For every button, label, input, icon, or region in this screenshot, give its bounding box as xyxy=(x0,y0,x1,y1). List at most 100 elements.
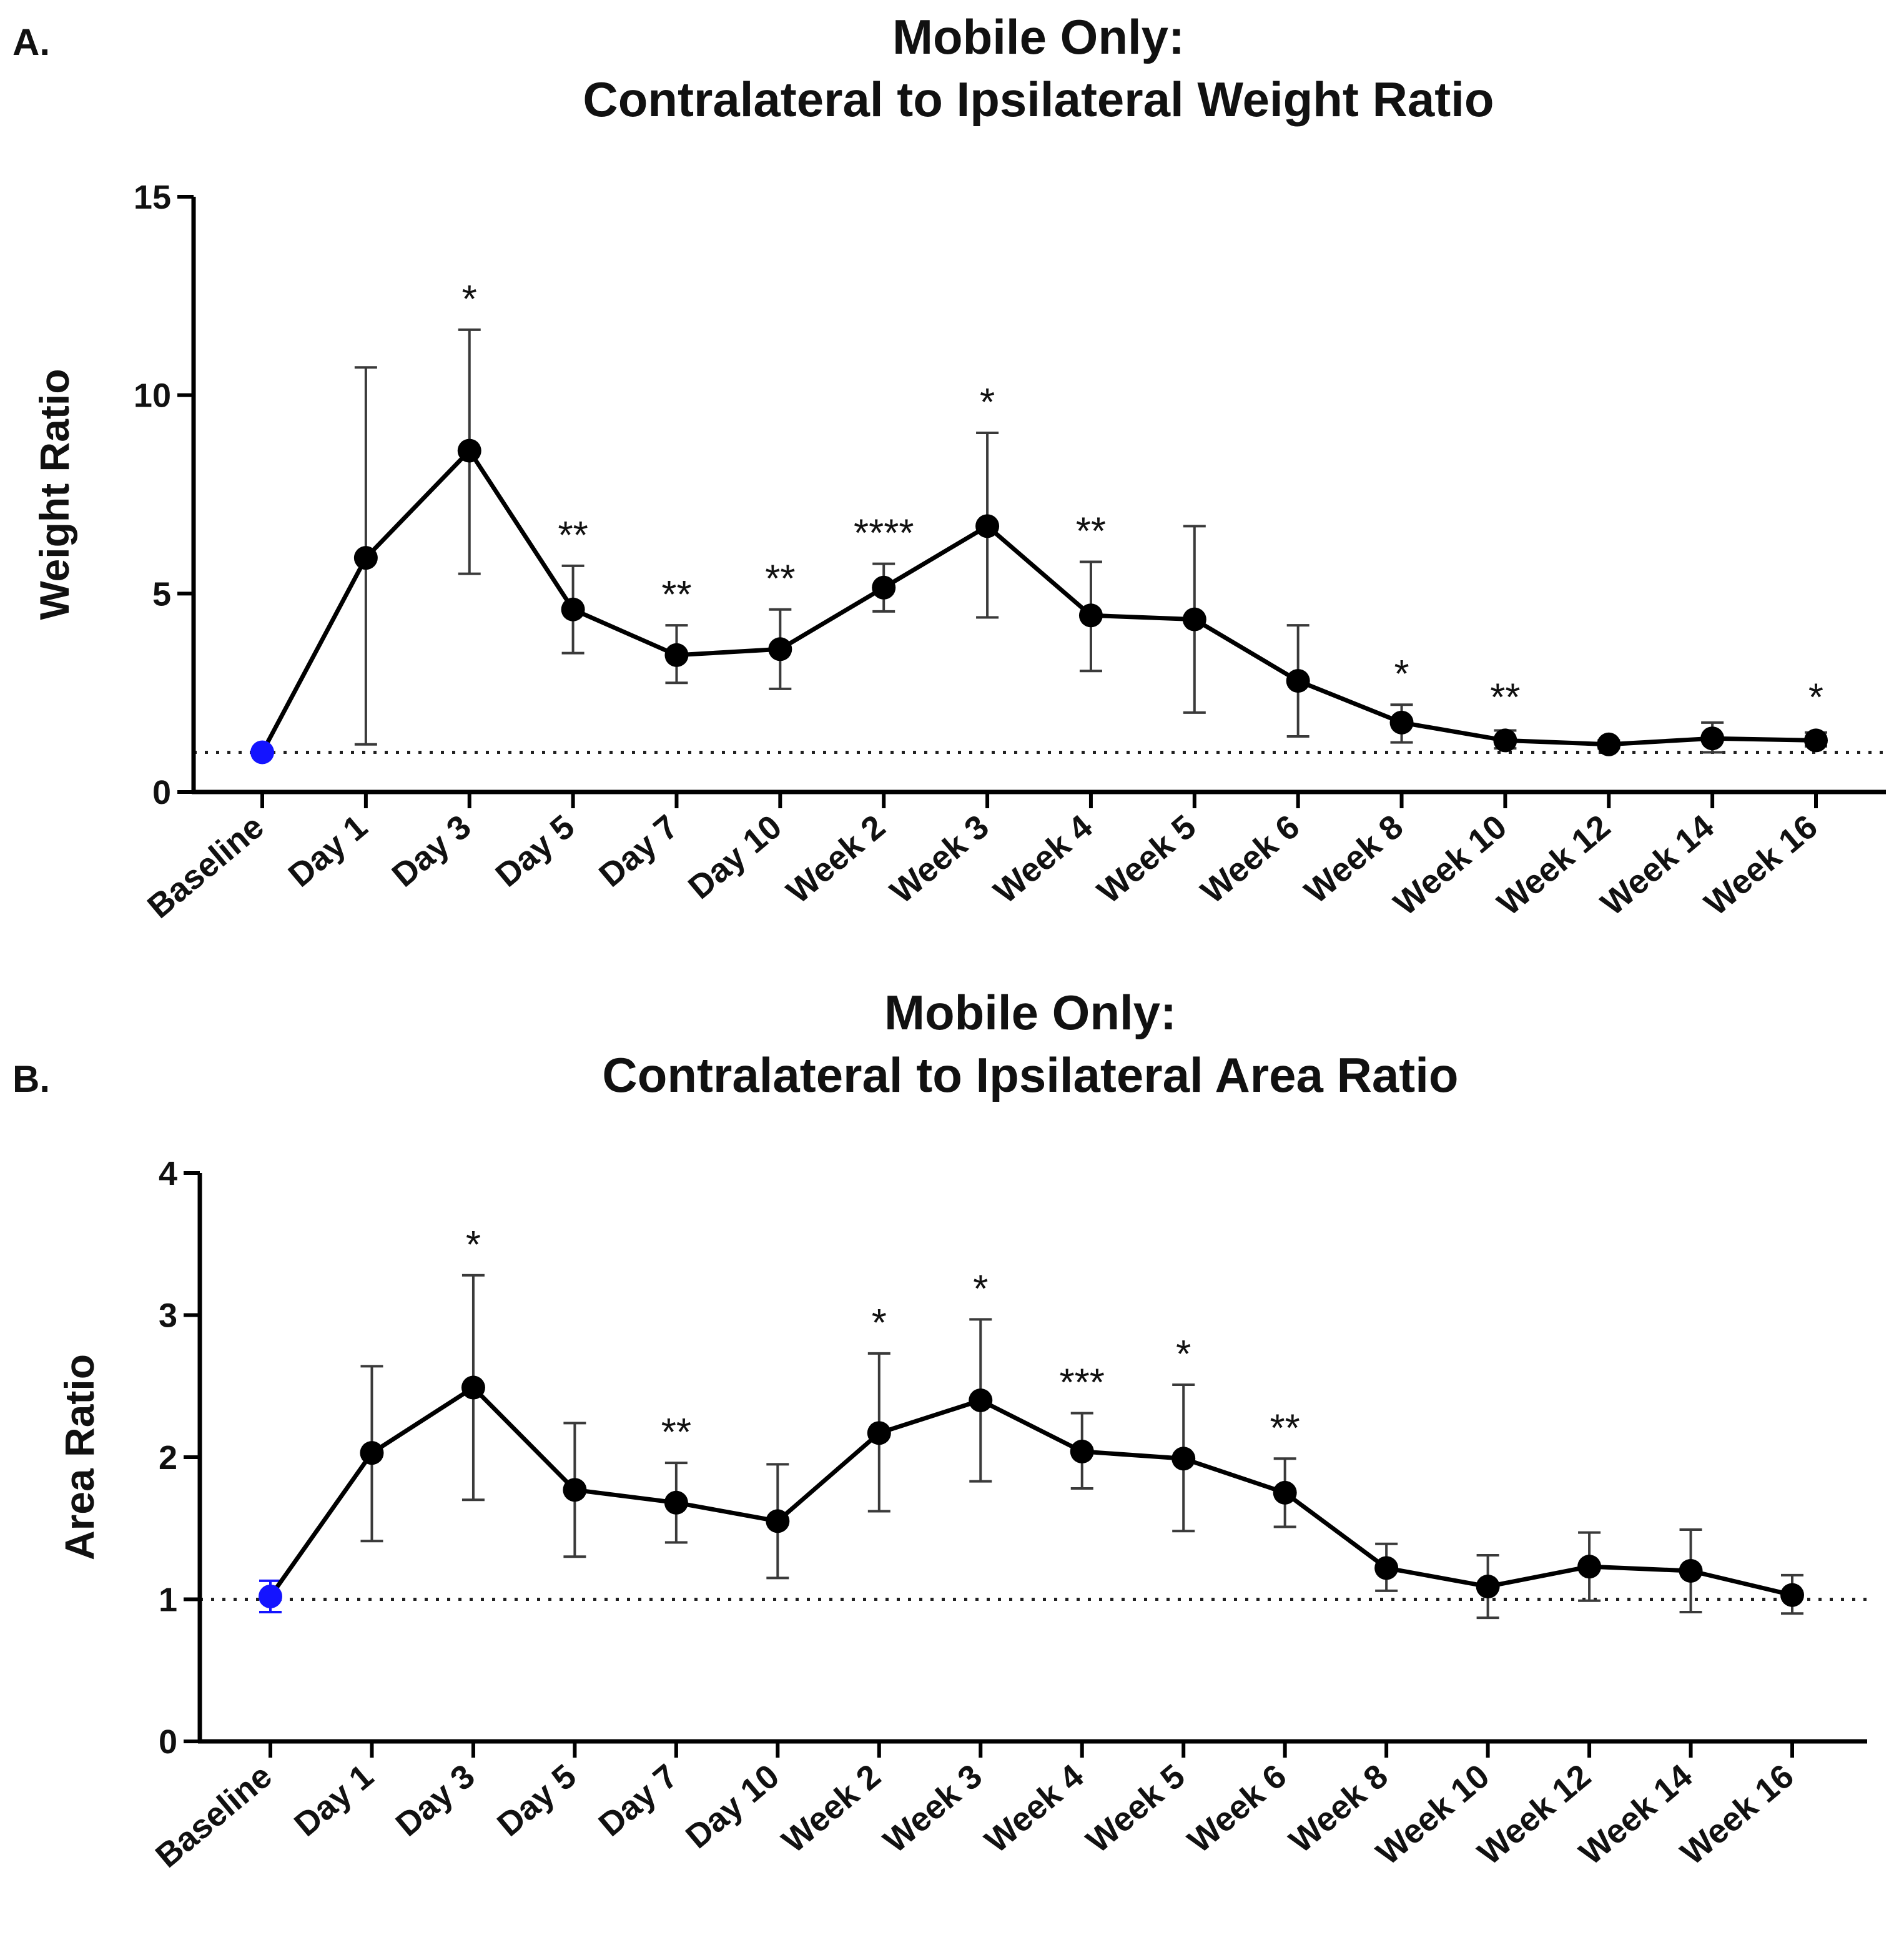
x-tick-label: Week 4 xyxy=(978,1757,1090,1860)
data-point xyxy=(1577,1555,1602,1579)
x-tick-label: Week 6 xyxy=(1194,808,1306,911)
significance-marker: * xyxy=(1176,1333,1191,1376)
significance-marker: ** xyxy=(661,573,691,616)
x-tick-label: Day 5 xyxy=(490,1757,583,1844)
x-tick-label: Week 10 xyxy=(1387,808,1514,923)
y-tick-label: 3 xyxy=(159,1297,177,1335)
significance-marker: ** xyxy=(1076,510,1106,553)
x-tick-label: Week 12 xyxy=(1471,1757,1597,1872)
x-tick-label: Week 14 xyxy=(1572,1757,1699,1872)
significance-marker: * xyxy=(973,1267,988,1310)
x-tick-label: Day 1 xyxy=(282,808,375,894)
x-tick-label: Day 5 xyxy=(488,808,581,894)
chart-title-line: Mobile Only: xyxy=(884,985,1176,1040)
data-point xyxy=(1078,603,1103,628)
x-tick-label: Week 14 xyxy=(1594,808,1720,923)
data-point xyxy=(969,1388,993,1412)
x-tick-label: Week 16 xyxy=(1674,1757,1800,1872)
panel-a: A. Mobile Only: Contralateral to Ipsilater… xyxy=(12,9,1886,926)
data-point xyxy=(1070,1439,1094,1463)
x-tick-label: Day 10 xyxy=(681,808,789,906)
x-tick-label: Day 3 xyxy=(385,808,478,894)
x-tick-label: Week 12 xyxy=(1491,808,1617,923)
data-point xyxy=(1493,728,1517,753)
baseline-marker xyxy=(250,740,274,765)
data-point xyxy=(975,514,1000,538)
data-point xyxy=(664,643,689,667)
x-tick-label: Day 10 xyxy=(679,1757,786,1856)
y-tick-label: 1 xyxy=(159,1581,177,1619)
data-point xyxy=(1389,710,1414,735)
x-tick-label: Week 5 xyxy=(1090,808,1203,911)
y-axis-label: Area Ratio xyxy=(56,1354,102,1560)
y-tick-label: 4 xyxy=(159,1155,177,1192)
chart-title-line: Mobile Only: xyxy=(892,9,1185,64)
data-point xyxy=(872,575,896,600)
significance-marker: * xyxy=(1808,676,1823,719)
chart-title-line: Contralateral to Ipsilateral Weight Rati… xyxy=(583,72,1494,127)
y-tick-label: 10 xyxy=(134,377,171,415)
x-tick-label: Week 2 xyxy=(780,808,892,911)
x-tick-label: Baseline xyxy=(149,1757,279,1875)
y-axis-label: Weight Ratio xyxy=(31,369,77,620)
significance-marker: ** xyxy=(661,1411,691,1454)
x-tick-label: Day 1 xyxy=(287,1757,380,1844)
data-point xyxy=(664,1490,688,1515)
significance-marker: * xyxy=(462,278,477,321)
y-tick-label: 0 xyxy=(159,1723,177,1761)
significance-marker: ** xyxy=(1270,1407,1300,1450)
y-tick-label: 2 xyxy=(159,1439,177,1477)
data-point xyxy=(457,438,481,463)
data-point xyxy=(1804,728,1828,753)
data-point xyxy=(1780,1583,1804,1607)
y-tick-label: 15 xyxy=(134,179,171,216)
data-point xyxy=(461,1375,485,1400)
x-tick-label: Day 7 xyxy=(592,1757,685,1844)
data-point xyxy=(1273,1480,1297,1505)
y-tick-label: 5 xyxy=(152,575,171,613)
data-point xyxy=(1476,1575,1500,1599)
data-point xyxy=(867,1421,891,1445)
significance-marker: *** xyxy=(1060,1361,1105,1404)
x-tick-label: Week 10 xyxy=(1369,1757,1496,1872)
x-tick-label: Week 3 xyxy=(877,1757,989,1860)
data-point xyxy=(561,597,585,621)
data-point xyxy=(1679,1559,1703,1583)
data-point xyxy=(353,546,378,570)
baseline-marker xyxy=(259,1584,282,1608)
data-point xyxy=(563,1478,587,1502)
significance-marker: * xyxy=(1394,653,1409,696)
significance-marker: ** xyxy=(1490,676,1520,719)
x-tick-label: Week 3 xyxy=(883,808,995,911)
x-tick-label: Week 2 xyxy=(775,1757,887,1860)
chart-title-line: Contralateral to Ipsilateral Area Ratio xyxy=(602,1047,1458,1102)
data-point xyxy=(1374,1556,1399,1580)
significance-marker: ** xyxy=(558,514,588,557)
data-point xyxy=(1597,732,1621,756)
y-tick-label: 0 xyxy=(152,774,171,811)
x-tick-label: Day 7 xyxy=(592,808,685,894)
significance-marker: * xyxy=(980,381,995,424)
series-line xyxy=(260,448,1817,754)
data-point xyxy=(1286,669,1310,693)
series-line xyxy=(269,1385,1793,1598)
significance-marker: * xyxy=(466,1224,481,1267)
x-tick-label: Week 5 xyxy=(1080,1757,1192,1860)
panel-label: B. xyxy=(12,1058,50,1100)
x-tick-label: Week 6 xyxy=(1181,1757,1293,1860)
significance-marker: **** xyxy=(854,512,914,555)
data-point xyxy=(1172,1447,1196,1471)
panel-label: A. xyxy=(12,21,50,63)
x-tick-label: Baseline xyxy=(141,808,271,926)
panel-b: B. Mobile Only: Contralateral to Ipsilater… xyxy=(12,985,1867,1875)
x-tick-label: Week 16 xyxy=(1697,808,1824,923)
x-tick-label: Week 4 xyxy=(987,808,1099,911)
significance-marker: * xyxy=(872,1302,887,1345)
data-point xyxy=(768,637,792,661)
data-point xyxy=(360,1441,384,1465)
data-point xyxy=(1700,726,1725,751)
data-point xyxy=(766,1509,790,1533)
x-tick-label: Day 3 xyxy=(389,1757,482,1844)
data-point xyxy=(1182,607,1206,631)
